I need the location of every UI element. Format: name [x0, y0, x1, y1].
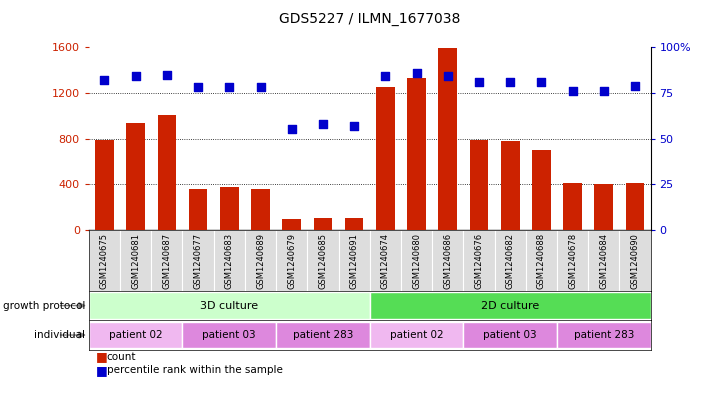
- Text: GSM1240675: GSM1240675: [100, 233, 109, 289]
- Bar: [314, 219, 332, 230]
- Text: count: count: [107, 352, 136, 362]
- Point: [193, 84, 204, 90]
- Bar: [495, 230, 525, 291]
- Text: patient 02: patient 02: [109, 330, 163, 340]
- Bar: [214, 230, 245, 291]
- Text: GSM1240681: GSM1240681: [132, 233, 140, 289]
- Bar: [594, 184, 613, 230]
- Text: GSM1240683: GSM1240683: [225, 233, 234, 289]
- Text: patient 283: patient 283: [574, 330, 634, 340]
- Text: 2D culture: 2D culture: [481, 301, 539, 310]
- Text: GSM1240676: GSM1240676: [474, 233, 483, 289]
- Bar: [245, 230, 276, 291]
- Text: patient 02: patient 02: [390, 330, 444, 340]
- Bar: [619, 230, 651, 291]
- Bar: [158, 114, 176, 230]
- Point: [317, 121, 328, 127]
- Bar: [557, 322, 651, 348]
- Bar: [370, 230, 401, 291]
- Bar: [501, 141, 520, 230]
- Bar: [407, 78, 426, 230]
- Bar: [376, 87, 395, 230]
- Point: [411, 70, 422, 76]
- Text: ■: ■: [96, 364, 108, 377]
- Bar: [89, 322, 183, 348]
- Bar: [183, 230, 214, 291]
- Point: [598, 88, 609, 94]
- Bar: [89, 230, 120, 291]
- Bar: [563, 183, 582, 230]
- Point: [567, 88, 578, 94]
- Point: [286, 126, 297, 132]
- Text: GSM1240687: GSM1240687: [162, 233, 171, 289]
- Bar: [557, 230, 588, 291]
- Text: growth protocol: growth protocol: [3, 301, 85, 310]
- Text: ■: ■: [96, 350, 108, 363]
- Text: GDS5227 / ILMN_1677038: GDS5227 / ILMN_1677038: [279, 11, 461, 26]
- Text: patient 03: patient 03: [203, 330, 256, 340]
- Text: GSM1240690: GSM1240690: [631, 233, 639, 289]
- Bar: [89, 292, 370, 319]
- Bar: [151, 230, 183, 291]
- Text: GSM1240679: GSM1240679: [287, 233, 296, 289]
- Text: percentile rank within the sample: percentile rank within the sample: [107, 365, 282, 375]
- Bar: [532, 150, 551, 230]
- Point: [474, 79, 485, 85]
- Bar: [626, 182, 644, 230]
- Text: GSM1240674: GSM1240674: [381, 233, 390, 289]
- Bar: [251, 189, 270, 230]
- Text: individual: individual: [34, 330, 85, 340]
- Bar: [338, 230, 370, 291]
- Bar: [588, 230, 619, 291]
- Bar: [127, 123, 145, 230]
- Bar: [276, 230, 307, 291]
- Bar: [432, 230, 464, 291]
- Text: GSM1240680: GSM1240680: [412, 233, 421, 289]
- Bar: [307, 230, 338, 291]
- Bar: [439, 48, 457, 230]
- Point: [505, 79, 516, 85]
- Point: [629, 83, 641, 89]
- Text: GSM1240686: GSM1240686: [443, 233, 452, 289]
- Bar: [401, 230, 432, 291]
- Point: [99, 77, 110, 83]
- Text: GSM1240685: GSM1240685: [319, 233, 327, 289]
- Point: [130, 73, 141, 79]
- Bar: [183, 322, 276, 348]
- Text: GSM1240691: GSM1240691: [350, 233, 358, 289]
- Bar: [469, 140, 488, 230]
- Bar: [464, 322, 557, 348]
- Text: 3D culture: 3D culture: [201, 301, 258, 310]
- Bar: [370, 292, 651, 319]
- Point: [380, 73, 391, 79]
- Bar: [120, 230, 151, 291]
- Text: patient 283: patient 283: [293, 330, 353, 340]
- Point: [161, 72, 173, 78]
- Text: GSM1240689: GSM1240689: [256, 233, 265, 289]
- Point: [348, 123, 360, 129]
- Point: [255, 84, 266, 90]
- Text: GSM1240682: GSM1240682: [506, 233, 515, 289]
- Point: [535, 79, 547, 85]
- Text: GSM1240684: GSM1240684: [599, 233, 608, 289]
- Bar: [95, 140, 114, 230]
- Bar: [464, 230, 495, 291]
- Point: [223, 84, 235, 90]
- Bar: [220, 187, 239, 230]
- Bar: [370, 322, 464, 348]
- Bar: [188, 189, 208, 230]
- Text: GSM1240688: GSM1240688: [537, 233, 546, 289]
- Bar: [282, 219, 301, 230]
- Bar: [345, 218, 363, 230]
- Text: GSM1240677: GSM1240677: [193, 233, 203, 289]
- Text: GSM1240678: GSM1240678: [568, 233, 577, 289]
- Bar: [276, 322, 370, 348]
- Point: [442, 73, 454, 79]
- Text: patient 03: patient 03: [483, 330, 537, 340]
- Bar: [525, 230, 557, 291]
